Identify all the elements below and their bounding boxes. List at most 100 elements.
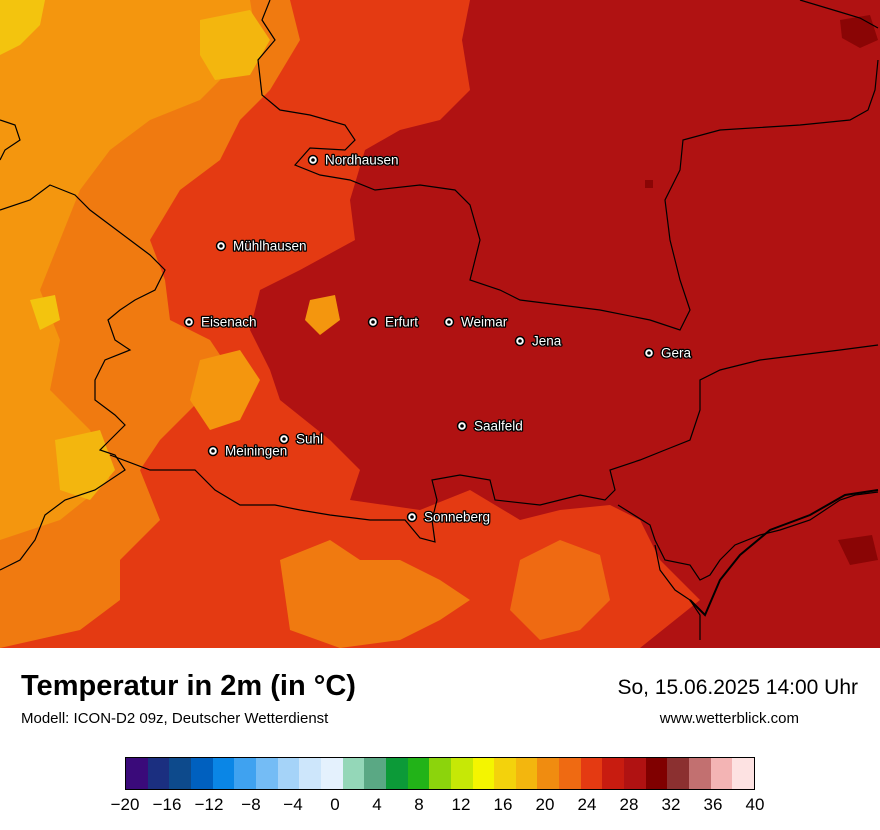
city-marker[interactable]: Sonneberg [406, 508, 491, 526]
legend-swatch [385, 758, 408, 789]
temp-field-light-orange-2 [190, 350, 260, 430]
legend-tick-label: 28 [619, 795, 639, 814]
legend-swatch [580, 758, 603, 789]
city-marker[interactable]: Erfurt [367, 313, 420, 331]
border-south [109, 344, 879, 543]
temp-field-orange-south [280, 540, 470, 648]
legend-swatch [537, 758, 560, 789]
website-link[interactable]: www.wetterblick.com [659, 710, 799, 727]
legend-swatch [320, 758, 343, 789]
city-label: Saalfeld [474, 419, 523, 434]
city-marker[interactable]: Saalfeld [456, 417, 524, 435]
temperature-map: Nordhausen Mühlhausen Eisenach Erfurt Weimar… [0, 0, 880, 649]
legend-swatch [667, 758, 690, 789]
border-czech [689, 489, 879, 617]
legend-tick-label: 20 [535, 795, 555, 814]
border-west [0, 119, 166, 571]
temp-field-deep-se [838, 535, 878, 565]
legend-tick-label: 8 [414, 795, 424, 814]
legend-tick-label: 4 [372, 795, 382, 814]
map-title: Temperatur in 2m (in °C) [21, 670, 356, 702]
legend-tick-label: 32 [661, 795, 681, 814]
city-dot-center [187, 320, 191, 324]
map-footer: Temperatur in 2m (in °C) Modell: ICON-D2… [0, 648, 880, 830]
legend-swatch [299, 758, 321, 789]
legend-swatch [559, 758, 581, 789]
city-label: Suhl [296, 432, 323, 447]
legend-tick-label: 24 [577, 795, 597, 814]
city-label: Erfurt [385, 315, 418, 330]
legend-swatch [277, 758, 300, 789]
city-marker[interactable]: Eisenach [183, 313, 258, 331]
legend-tick-label: −4 [283, 795, 303, 814]
legend-swatch [126, 758, 148, 789]
legend-swatch [234, 758, 256, 789]
city-marker[interactable]: Nordhausen [307, 151, 400, 169]
legend-swatch [255, 758, 278, 789]
legend-tick-label: 40 [745, 795, 765, 814]
border-north-east [799, 0, 879, 29]
legend-tick-label: 0 [330, 795, 340, 814]
legend-tick-label: 16 [493, 795, 513, 814]
city-marker[interactable]: Suhl [278, 430, 324, 448]
city-dot-center [371, 320, 375, 324]
legend-swatch [472, 758, 495, 789]
city-marker[interactable]: Jena [514, 332, 563, 350]
temp-field-light-orange-3 [305, 295, 340, 335]
legend-swatch [624, 758, 646, 789]
city-label: Meiningen [225, 444, 287, 459]
temp-field-deep-spot [645, 180, 653, 188]
legend-swatch [515, 758, 538, 789]
legend-swatch [364, 758, 386, 789]
temp-field-yellow-w [55, 430, 115, 500]
legend-swatch [407, 758, 430, 789]
temp-field-yellow-nw [0, 0, 45, 55]
forecast-datetime: So, 15.06.2025 14:00 Uhr [617, 676, 858, 699]
color-legend-ticks: −20 −16 −12 −8 −4 0 4 8 12 16 20 24 28 32 36 40 [0, 790, 880, 830]
city-label: Eisenach [201, 315, 257, 330]
city-dot-center [311, 158, 315, 162]
temp-field-light-orange [0, 0, 255, 540]
city-marker[interactable]: Weimar [443, 313, 509, 331]
legend-tick-label: −20 [110, 795, 140, 814]
legend-tick-label: −16 [152, 795, 182, 814]
city-dot-center [211, 449, 215, 453]
border-south-east [617, 491, 879, 581]
legend-swatch [429, 758, 451, 789]
border-north-west [257, 0, 879, 331]
city-label: Gera [661, 346, 692, 361]
temp-field-yellow-n [200, 10, 270, 80]
legend-tick-label: 36 [703, 795, 723, 814]
legend-swatch [494, 758, 516, 789]
city-label: Jena [532, 334, 562, 349]
legend-swatch [732, 758, 755, 789]
city-marker[interactable]: Meiningen [207, 442, 289, 460]
legend-swatch [602, 758, 625, 789]
city-label: Weimar [461, 315, 508, 330]
city-marker[interactable]: Gera [643, 344, 693, 362]
legend-swatch [645, 758, 668, 789]
color-legend-bar [125, 757, 755, 790]
temp-field-yellow-w2 [30, 295, 60, 330]
legend-swatch [147, 758, 170, 789]
city-dot-center [647, 351, 651, 355]
city-dot-center [447, 320, 451, 324]
legend-swatch [190, 758, 213, 789]
state-borders [0, 0, 879, 640]
legend-swatch [450, 758, 473, 789]
legend-swatch [342, 758, 365, 789]
legend-swatch [689, 758, 711, 789]
city-dot-center [410, 515, 414, 519]
legend-swatch [169, 758, 191, 789]
city-label: Mühlhausen [233, 239, 307, 254]
city-dot-center [518, 339, 522, 343]
legend-swatch [212, 758, 235, 789]
city-label: Sonneberg [424, 510, 490, 525]
model-subtitle: Modell: ICON-D2 09z, Deutscher Wetterdie… [21, 710, 329, 727]
legend-tick-label: −8 [241, 795, 261, 814]
legend-tick-label: −12 [194, 795, 224, 814]
city-dot-center [219, 244, 223, 248]
city-dot-center [282, 437, 286, 441]
city-marker[interactable]: Mühlhausen [215, 237, 308, 255]
city-label: Nordhausen [325, 153, 399, 168]
